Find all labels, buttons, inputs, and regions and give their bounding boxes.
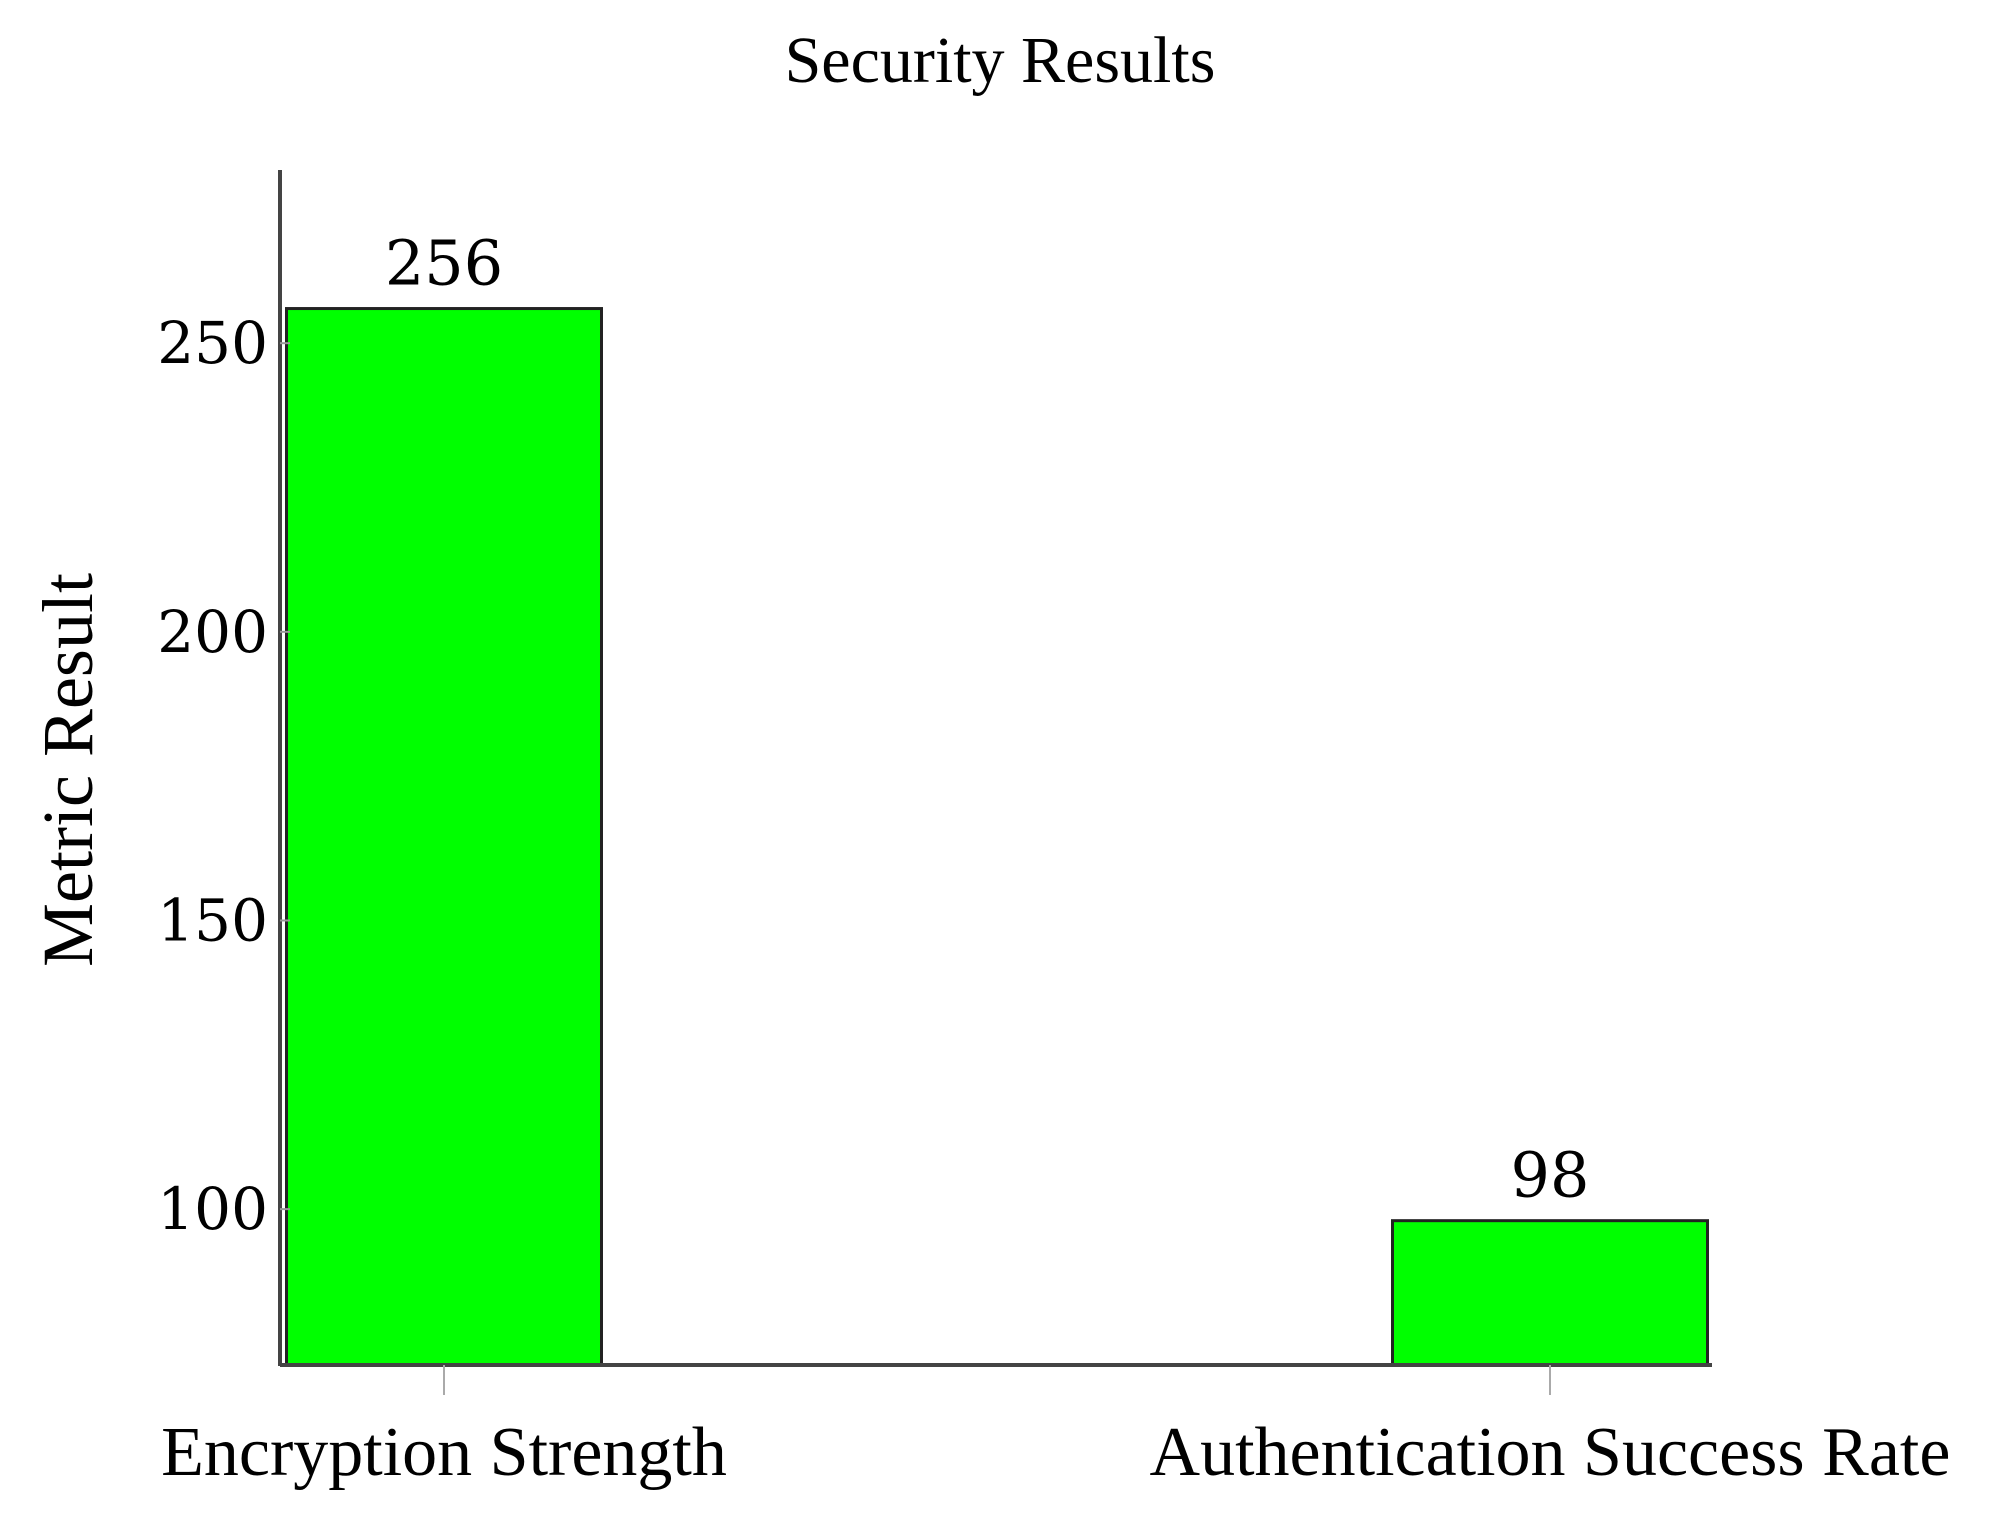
- y-tick-label-0: 100: [157, 1175, 268, 1243]
- x-tick-label-0: Encryption Strength: [161, 1414, 727, 1491]
- axes-layer: [278, 170, 1712, 1367]
- chart-title: Security Results: [785, 24, 1216, 97]
- data-label-0: 256: [385, 227, 503, 300]
- data-label-1: 98: [1511, 1139, 1590, 1212]
- y-tick-label-3: 250: [157, 309, 268, 377]
- x-ticks-layer: Encryption Strength Authentication Succes…: [161, 1365, 1950, 1491]
- y-tick-label-2: 200: [157, 598, 268, 666]
- y-tick-label-1: 150: [157, 886, 268, 954]
- bar-0: [285, 307, 603, 1367]
- x-tick-label-1: Authentication Success Rate: [1150, 1414, 1951, 1491]
- bars-layer: [285, 307, 1709, 1367]
- y-axis-label: Metric Result: [28, 573, 108, 967]
- bar-1: [1391, 1219, 1709, 1367]
- value-labels-layer: 256 98: [385, 227, 1590, 1212]
- y-ticks-layer: 100 150 200 250: [157, 309, 290, 1243]
